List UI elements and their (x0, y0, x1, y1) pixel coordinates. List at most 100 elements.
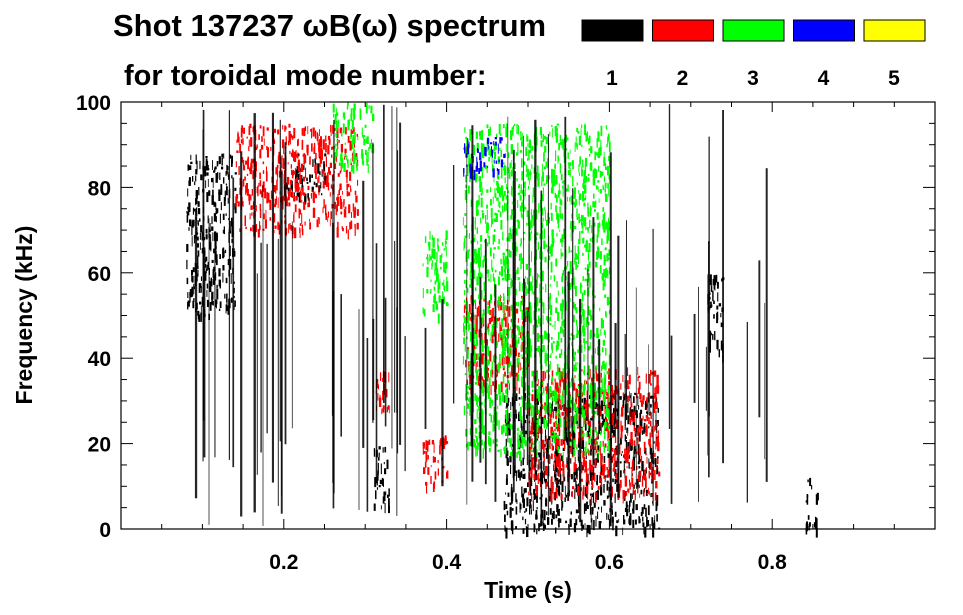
spectrum-pixel (383, 491, 385, 501)
spectrum-pixel (655, 421, 657, 431)
spectrum-pixel (560, 439, 563, 446)
spectrum-pixel (616, 483, 618, 492)
spectrum-pixel (629, 418, 632, 425)
spectrum-pixel (465, 184, 467, 189)
spectrum-pixel (515, 409, 517, 419)
spectrum-pixel (602, 392, 604, 403)
spectrum-pixel (521, 171, 524, 181)
spectrum-pixel (352, 164, 355, 174)
spectrum-pixel (601, 219, 604, 226)
spectrum-pixel (426, 257, 429, 260)
legend-label-mode-3: 3 (747, 67, 759, 90)
spectrum-pixel (510, 402, 512, 411)
spectrum-pixel (249, 166, 252, 175)
spectrum-pixel (301, 178, 303, 187)
spectrum-pixel (586, 380, 588, 385)
spectrum-pixel (427, 442, 429, 452)
spectrum-pixel (225, 304, 227, 314)
spectrum-pixel (496, 217, 498, 222)
spectrum-pixel (586, 468, 588, 476)
spectrum-pixel (354, 137, 356, 144)
spectrum-pixel (649, 472, 652, 476)
spectrum-pixel (573, 364, 576, 370)
spectrum-pixel (492, 421, 494, 432)
spectrum-pixel (572, 430, 575, 440)
spectrum-pixel (426, 440, 429, 444)
region-mode-1-2 (373, 446, 390, 514)
spectrum-pixel (648, 439, 650, 445)
spectrum-pixel (624, 468, 626, 479)
spectrum-pixel (573, 449, 576, 457)
spectrum-pixel (488, 431, 491, 436)
spectrum-pixel (430, 288, 432, 294)
legend-swatch-mode-4 (793, 19, 855, 42)
spectrum-pixel (467, 441, 469, 451)
spectrum-pixel (595, 449, 598, 453)
spectrum-pixel (535, 470, 538, 481)
spectrum-pixel (517, 439, 519, 450)
spectrum-pixel (602, 420, 604, 425)
spectrum-pixel (563, 149, 566, 158)
spectrum-pixel (435, 271, 439, 282)
spectrum-pixel (638, 518, 641, 524)
spectrum-pixel (561, 272, 564, 280)
spectrum-pixel (573, 267, 575, 274)
spectrum-pixel (601, 171, 604, 176)
spectrum-pixel (484, 165, 487, 170)
spectrum-pixel (587, 346, 591, 351)
spectrum-pixel (506, 184, 507, 190)
spectrum-pixel (575, 446, 578, 450)
spectrum-pixel (585, 402, 588, 409)
spectrum-pixel (490, 399, 493, 404)
streak (262, 184, 264, 526)
spectrum-pixel (600, 423, 602, 434)
spectrum-pixel (597, 186, 599, 192)
spectrum-pixel (524, 430, 527, 435)
spectrum-pixel (583, 198, 586, 201)
spectrum-pixel (469, 284, 471, 288)
spectrum-pixel (335, 204, 337, 216)
spectrum-pixel (545, 350, 547, 356)
spectrum-pixel (509, 228, 512, 236)
spectrum-pixel (348, 204, 351, 214)
spectrum-pixel (544, 330, 547, 339)
spectrum-pixel (493, 234, 496, 242)
spectrum-pixel (429, 231, 431, 240)
spectrum-pixel (612, 417, 614, 425)
spectrum-pixel (595, 439, 597, 446)
spectrum-pixel (521, 376, 523, 387)
spectrum-pixel (468, 323, 471, 330)
spectrum-pixel (494, 300, 495, 306)
spectrum-pixel (588, 273, 590, 281)
spectrum-pixel (809, 523, 811, 531)
spectrum-pixel (262, 170, 265, 174)
spectrum-pixel (503, 190, 506, 197)
spectrum-pixel (569, 337, 571, 340)
spectrum-pixel (605, 267, 608, 278)
spectrum-pixel (607, 430, 610, 439)
spectrum-pixel (643, 469, 647, 481)
spectrum-pixel (592, 508, 594, 511)
spectrum-pixel (597, 403, 599, 410)
spectrum-pixel (375, 490, 377, 500)
spectrum-pixel (486, 367, 489, 371)
spectrum-pixel (586, 264, 590, 272)
spectrum-pixel (613, 424, 615, 428)
spectrum-pixel (498, 123, 501, 135)
spectrum-pixel (569, 282, 572, 289)
spectrum-pixel (620, 470, 622, 478)
spectrum-pixel (538, 308, 540, 312)
spectrum-pixel (588, 450, 590, 456)
spectrum-pixel (601, 422, 603, 428)
spectrum-pixel (570, 333, 573, 336)
spectrum-pixel (554, 471, 556, 475)
spectrum-pixel (435, 262, 438, 272)
spectrum-pixel (468, 185, 470, 192)
spectrum-pixel (656, 423, 658, 428)
spectrum-pixel (349, 140, 352, 151)
spectrum-pixel (187, 305, 189, 310)
spectrum-pixel (327, 145, 330, 155)
spectrum-pixel (380, 463, 382, 475)
spectrum-pixel (590, 146, 593, 154)
spectrum-pixel (648, 490, 650, 496)
